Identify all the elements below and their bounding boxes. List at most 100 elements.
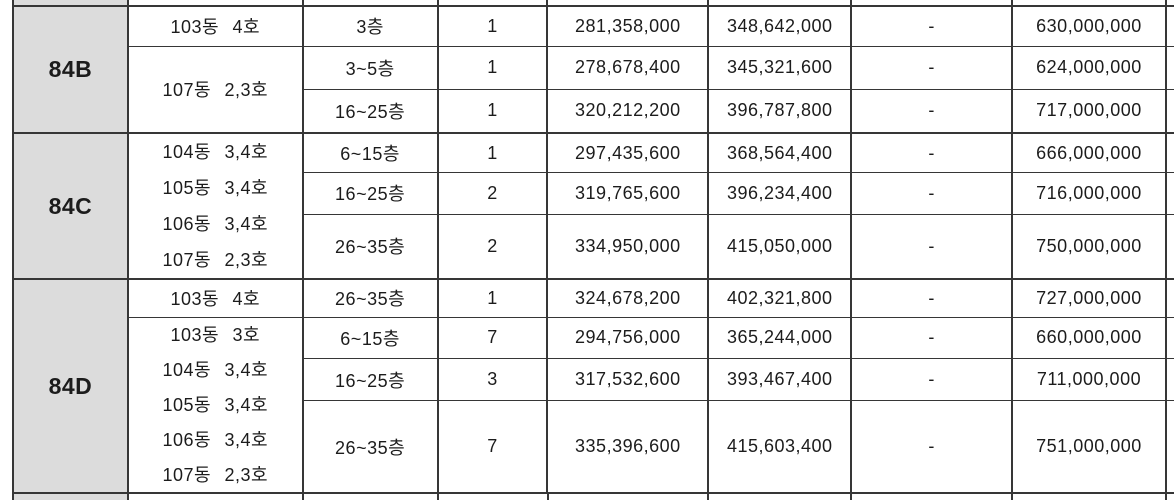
- price-col-1-cell: 334,950,000: [546, 213, 710, 280]
- dash-cell: -: [850, 172, 1013, 215]
- floor-cell: 26~35층: [301, 400, 439, 495]
- floor-cell: 16~25층: [301, 358, 439, 402]
- cutoff-column-cell: [1164, 358, 1174, 402]
- price-col-2-cell: 365,244,000: [707, 316, 853, 360]
- floor-cell: 26~35층: [301, 213, 439, 280]
- count-cell: [436, 492, 549, 500]
- building-line: 105동 3,4호: [162, 394, 269, 415]
- price-col-1-cell: 281,358,000: [546, 5, 710, 47]
- count-cell: 1: [436, 278, 549, 318]
- count-cell: [436, 0, 549, 7]
- table-row: 103동 3호 104동 3,4호 105동 3,4호 106동 3,4호 10…: [13, 316, 1174, 495]
- price-col-1-cell: 317,532,600: [546, 358, 710, 402]
- building-line: 106동 3,4호: [162, 429, 269, 450]
- building-line: 106동 3,4호: [162, 214, 269, 234]
- count-cell: 7: [436, 316, 549, 360]
- price-col-2-cell: 348,642,000: [707, 5, 853, 47]
- price-col-1-cell: 319,765,600: [546, 172, 710, 215]
- cutoff-column-cell: [1164, 492, 1174, 500]
- price-col-2-cell: [707, 492, 853, 500]
- building-line: 104동 3,4호: [162, 359, 269, 380]
- table-row: [12, 492, 1174, 500]
- count-cell: 3: [436, 358, 549, 402]
- dash-cell: [850, 0, 1013, 7]
- price-col-2-cell: 402,321,800: [707, 278, 853, 318]
- count-cell: 7: [436, 400, 549, 495]
- price-col-2-cell: 396,234,400: [707, 172, 853, 215]
- cutoff-column-cell: [1164, 172, 1174, 215]
- floor-cell: 16~25층: [301, 172, 439, 215]
- table-row: 84B 103동 4호 3층 1 281,358,000 348,642,000…: [12, 5, 1174, 134]
- building-cell: 103동 4호: [126, 5, 304, 47]
- count-cell: 1: [436, 132, 549, 174]
- cutoff-column-cell: [1164, 316, 1174, 360]
- floor-cell: 3층: [301, 5, 439, 47]
- count-cell: 2: [436, 172, 549, 215]
- type-cell: 84B: [12, 5, 129, 134]
- floor-cell: 26~35층: [301, 278, 439, 318]
- price-col-2-cell: 415,603,400: [707, 400, 853, 495]
- building-cell: 107동 2,3호: [126, 45, 304, 134]
- cutoff-column-cell: [1164, 213, 1174, 280]
- price-col-1-cell: 278,678,400: [546, 45, 710, 90]
- table-row: 84D 103동 4호 26~35층 1 324,678,200 402,321…: [12, 278, 1174, 495]
- floor-cell: [301, 0, 439, 7]
- price-col-2-cell: 393,467,400: [707, 358, 853, 402]
- cutoff-column-cell: [1164, 88, 1174, 134]
- building-cell: [126, 0, 304, 7]
- building-line: 104동 3,4호: [162, 142, 269, 162]
- price-table: 84B 103동 4호 3층 1 281,358,000 348,642,000…: [12, 0, 1174, 495]
- floor-cell: 6~15층: [301, 132, 439, 174]
- price-col-2-cell: 345,321,600: [707, 45, 853, 90]
- cutoff-column-cell: [1164, 278, 1174, 318]
- table-row: 16~25층 2 319,765,600 396,234,400 - 716,0…: [13, 172, 1174, 215]
- price-col-1-cell: 324,678,200: [546, 278, 710, 318]
- dash-cell: -: [850, 5, 1013, 47]
- price-col-1-cell: 320,212,200: [546, 88, 710, 134]
- price-col-2-cell: 396,787,800: [707, 88, 853, 134]
- building-line: 105동 3,4호: [162, 178, 269, 198]
- table-row: 16~25층 1 320,212,200 396,787,800 - 717,0…: [13, 88, 1174, 134]
- total-cell: 660,000,000: [1011, 316, 1167, 360]
- dash-cell: -: [850, 132, 1013, 174]
- price-col-1-cell: 297,435,600: [546, 132, 710, 174]
- total-cell: 727,000,000: [1011, 278, 1167, 318]
- count-cell: 2: [436, 213, 549, 280]
- floor-cell: 6~15층: [301, 316, 439, 360]
- price-col-1-cell: 294,756,000: [546, 316, 710, 360]
- floor-cell: 16~25층: [301, 88, 439, 134]
- table-row: 26~35층 7 335,396,600 415,603,400 - 751,0…: [13, 400, 1174, 495]
- next-section-partial-row: [12, 492, 1174, 500]
- total-cell: 751,000,000: [1011, 400, 1167, 495]
- floor-cell: 3~5층: [301, 45, 439, 90]
- dash-cell: -: [850, 278, 1013, 318]
- cutoff-column-cell: [1164, 132, 1174, 174]
- dash-cell: -: [850, 400, 1013, 495]
- building-line: 103동 3호: [170, 324, 261, 345]
- dash-cell: [850, 492, 1014, 500]
- cutoff-column-cell: [1164, 400, 1174, 495]
- cutoff-column-cell: [1164, 5, 1174, 47]
- table-row: 84C 104동 3,4호 105동 3,4호 106동 3,4호 107동 2…: [12, 132, 1174, 280]
- price-col-2-cell: [707, 0, 853, 7]
- dash-cell: -: [850, 88, 1013, 134]
- table-row: [12, 0, 1174, 7]
- total-cell: [1011, 0, 1167, 7]
- building-cell: 104동 3,4호 105동 3,4호 106동 3,4호 107동 2,3호: [126, 132, 304, 280]
- type-cell: [12, 0, 129, 7]
- building-cell: 103동 4호: [126, 278, 304, 318]
- type-cell: 84C: [12, 132, 129, 280]
- dash-cell: -: [850, 316, 1013, 360]
- table-row: 16~25층 3 317,532,600 393,467,400 - 711,0…: [13, 358, 1174, 402]
- total-cell: 717,000,000: [1011, 88, 1167, 134]
- type-cell: 84D: [12, 278, 129, 495]
- count-cell: 1: [436, 5, 549, 47]
- price-col-1-cell: [546, 492, 710, 500]
- total-cell: 711,000,000: [1011, 358, 1167, 402]
- dash-cell: -: [850, 213, 1013, 280]
- total-cell: [1011, 492, 1167, 500]
- total-cell: 750,000,000: [1011, 213, 1167, 280]
- building-line: 107동 2,3호: [162, 464, 269, 485]
- price-col-1-cell: [546, 0, 710, 7]
